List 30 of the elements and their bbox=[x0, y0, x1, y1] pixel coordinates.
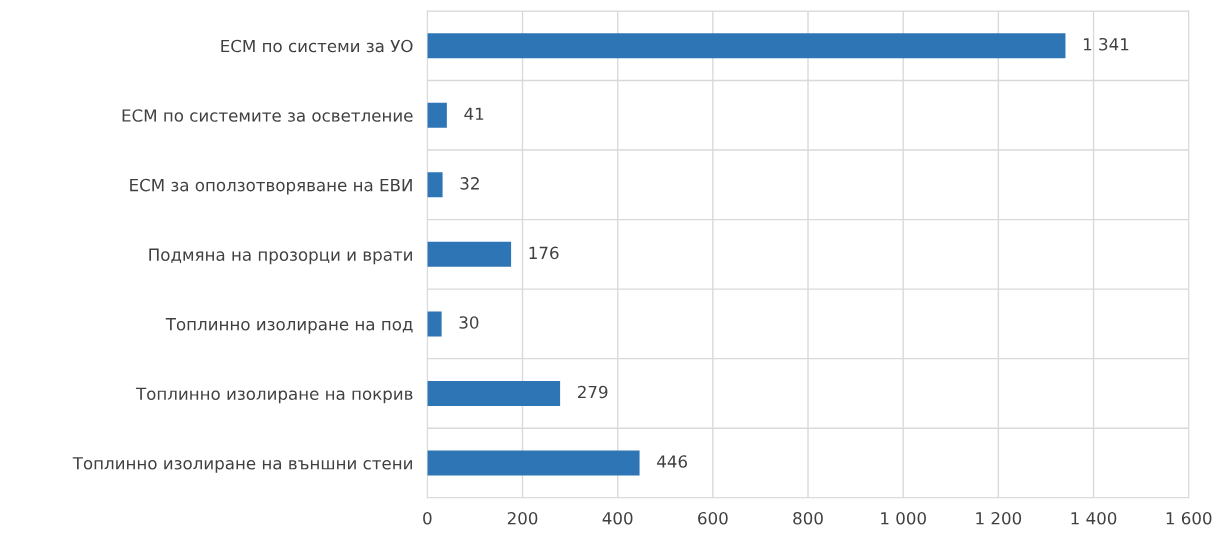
x-tick-label: 1 400 bbox=[1071, 511, 1117, 525]
y-tick-label: ЕСМ за оползотворяване на ЕВИ bbox=[130, 178, 412, 195]
y-tick-label: Топлинно изолиране на под bbox=[165, 318, 413, 334]
data-label: 279 bbox=[577, 385, 608, 399]
x-tick-label: 0 bbox=[423, 511, 432, 525]
y-tick-label: ЕСМ по системи за УО bbox=[221, 39, 413, 53]
x-tick-label: 200 bbox=[507, 511, 538, 525]
y-tick-label: Подмяна на прозорци и врати bbox=[149, 248, 412, 265]
bar bbox=[427, 380, 561, 406]
data-label: 41 bbox=[464, 107, 484, 120]
bar bbox=[427, 102, 447, 128]
data-label: 1 341 bbox=[1083, 37, 1129, 51]
data-label: 176 bbox=[529, 246, 559, 260]
bar bbox=[427, 311, 442, 337]
x-tick-label: 400 bbox=[602, 511, 633, 525]
data-label: 32 bbox=[460, 177, 479, 190]
y-tick-label: Топлинно изолиране на външни стени bbox=[72, 457, 412, 473]
y-tick-label: ЕСМ по системите за осветление bbox=[122, 109, 413, 122]
x-tick-label: 1 200 bbox=[976, 511, 1022, 525]
x-tick-label: 800 bbox=[793, 511, 823, 525]
data-label: 446 bbox=[657, 455, 687, 468]
bar bbox=[427, 450, 640, 476]
bar bbox=[427, 33, 1066, 59]
bar bbox=[427, 172, 443, 198]
data-label: 30 bbox=[459, 316, 479, 329]
x-tick-label: 1 000 bbox=[881, 511, 926, 525]
x-tick-label: 1 600 bbox=[1166, 511, 1212, 525]
x-tick-label: 600 bbox=[698, 511, 728, 525]
y-tick-label: Топлинно изолиране на покрив bbox=[135, 387, 413, 404]
bar bbox=[427, 241, 512, 267]
